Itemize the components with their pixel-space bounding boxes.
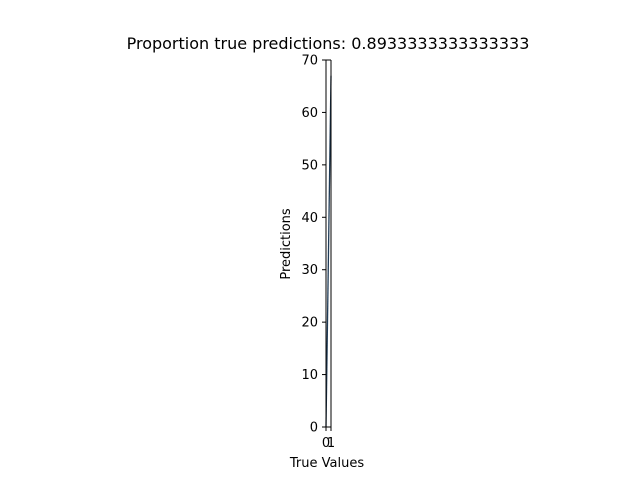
plot-area (325, 59, 332, 428)
y-tick-label: 10 (301, 368, 318, 383)
y-tick-label: 50 (301, 158, 318, 173)
y-axis-label: Predictions (279, 208, 294, 280)
x-tick-label: 0 (322, 436, 330, 451)
x-axis-label: True Values (289, 456, 364, 471)
y-tick-label: 60 (301, 106, 318, 121)
chart-title: Proportion true predictions: 0.893333333… (127, 34, 530, 53)
y-tick-label: 20 (301, 316, 318, 331)
y-tick-label: 40 (301, 211, 318, 226)
y-tick-label: 70 (301, 54, 318, 69)
y-tick-label: 0 (310, 421, 318, 436)
x-axis-ticks: 01 (322, 427, 335, 451)
series-layer (325, 75, 332, 428)
series-line (325, 75, 332, 428)
y-tick-label: 30 (301, 263, 318, 278)
y-axis-ticks: 0 10 20 30 40 50 60 70 (301, 54, 326, 436)
x-tick-label: 1 (327, 436, 335, 451)
